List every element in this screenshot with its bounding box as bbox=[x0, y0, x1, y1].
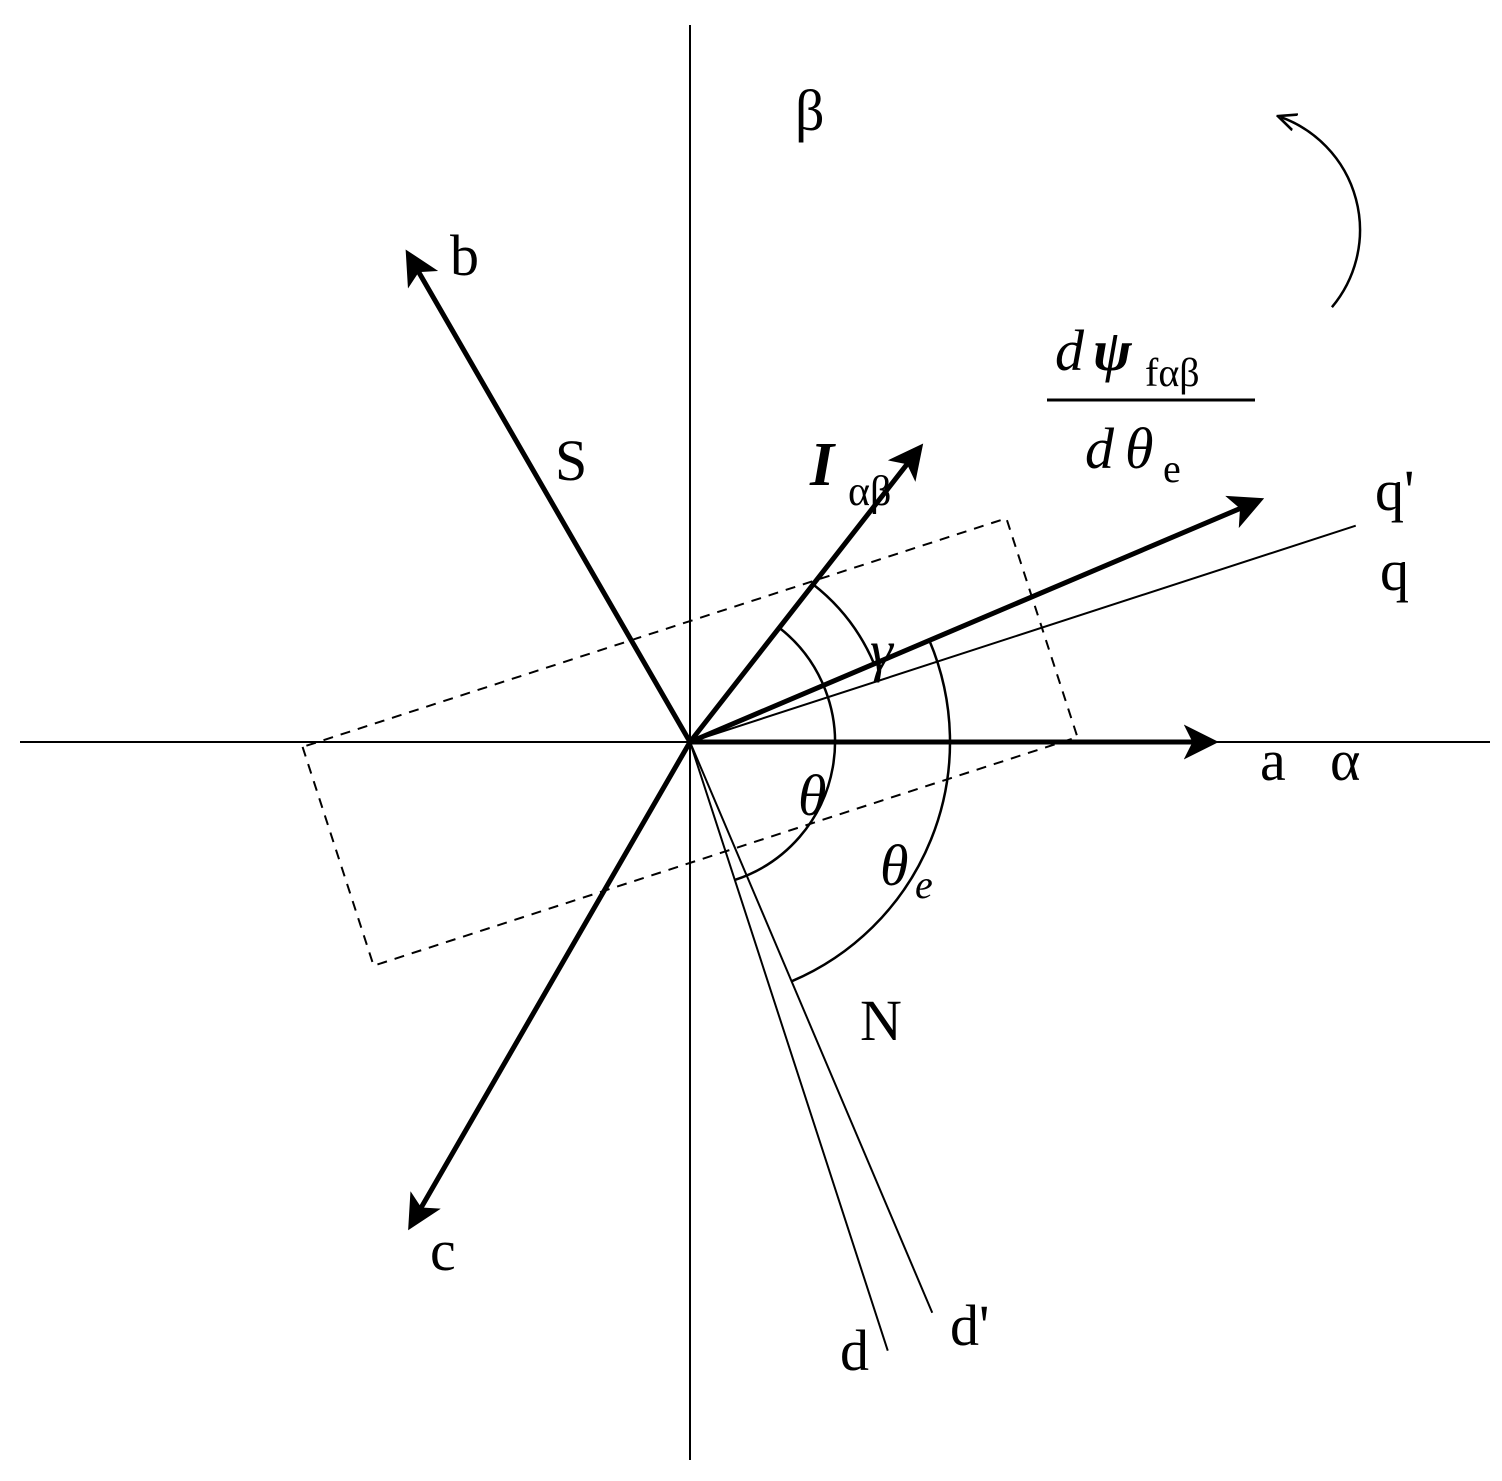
label-c: c bbox=[430, 1218, 456, 1283]
label-theta-e: θe bbox=[880, 833, 933, 907]
label-q-prime: q' bbox=[1375, 458, 1414, 523]
svg-text:fαβ: fαβ bbox=[1145, 350, 1200, 395]
svg-text:e: e bbox=[1163, 446, 1181, 491]
svg-text:ψ: ψ bbox=[1093, 318, 1133, 383]
q-line bbox=[690, 526, 1356, 742]
label-q: q bbox=[1380, 538, 1409, 603]
dpsi-dtheta-vector bbox=[690, 502, 1256, 742]
label-I-alphabeta: Iαβ bbox=[809, 431, 891, 515]
label-d-prime: d' bbox=[950, 1293, 989, 1358]
d-line bbox=[690, 742, 888, 1351]
svg-text:e: e bbox=[915, 862, 933, 907]
label-beta: β bbox=[795, 78, 825, 143]
rotation-arrow bbox=[1281, 117, 1360, 307]
label-gamma: γ bbox=[870, 618, 895, 683]
svg-text:d: d bbox=[1055, 318, 1085, 383]
label-S: S bbox=[555, 428, 587, 493]
label-alpha: α bbox=[1330, 728, 1360, 793]
label-N: N bbox=[860, 988, 902, 1053]
label-a: a bbox=[1260, 728, 1286, 793]
label-dpsi-dtheta: dψfαβdθe bbox=[1047, 318, 1255, 491]
label-d: d bbox=[840, 1318, 869, 1383]
svg-text:αβ: αβ bbox=[848, 469, 891, 515]
label-b: b bbox=[450, 223, 479, 288]
label-theta: θ bbox=[798, 763, 827, 828]
svg-text:d: d bbox=[1085, 416, 1115, 481]
b-axis bbox=[410, 257, 690, 742]
svg-text:I: I bbox=[809, 431, 836, 499]
arc-gamma bbox=[813, 584, 874, 663]
svg-text:θ: θ bbox=[880, 833, 909, 898]
c-axis bbox=[413, 742, 691, 1223]
svg-text:θ: θ bbox=[1125, 416, 1154, 481]
